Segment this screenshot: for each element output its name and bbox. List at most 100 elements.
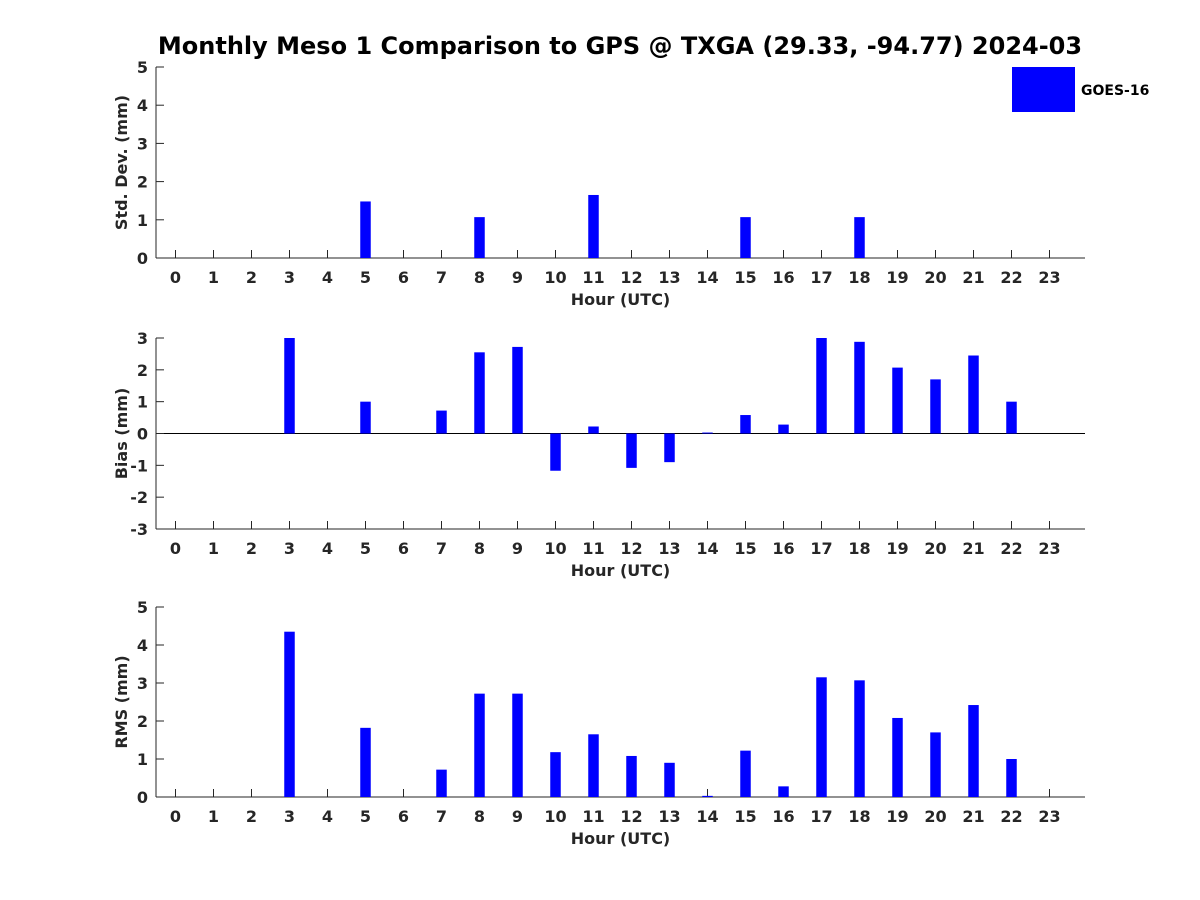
bar-hour-21 xyxy=(968,355,979,434)
bar-hour-9 xyxy=(512,346,523,434)
x-tick-label: 5 xyxy=(360,539,371,558)
y-tick-label: 2 xyxy=(137,173,148,192)
x-tick-label: 9 xyxy=(512,268,523,287)
x-tick-label: 23 xyxy=(1038,539,1060,558)
x-tick-label: 5 xyxy=(360,807,371,826)
x-tick-label: 22 xyxy=(1000,807,1022,826)
bar-hour-20 xyxy=(930,379,941,434)
x-tick-label: 13 xyxy=(658,268,680,287)
bar-hour-5 xyxy=(360,201,371,258)
x-tick-label: 18 xyxy=(848,539,870,558)
x-tick-label: 16 xyxy=(772,807,794,826)
x-tick-label: 12 xyxy=(620,807,642,826)
x-tick-label: 1 xyxy=(208,539,219,558)
bar-hour-11 xyxy=(588,194,599,258)
x-tick-label: 9 xyxy=(512,539,523,558)
x-tick-label: 6 xyxy=(398,268,409,287)
x-axis-label: Hour (UTC) xyxy=(571,290,671,309)
x-tick-label: 15 xyxy=(734,539,756,558)
bar-hour-3 xyxy=(284,338,295,434)
x-tick-label: 21 xyxy=(962,807,984,826)
bar-hour-13 xyxy=(664,433,675,463)
x-tick-label: 22 xyxy=(1000,539,1022,558)
bar-hour-14 xyxy=(702,795,713,797)
y-tick-label: 5 xyxy=(137,598,148,617)
bar-hour-13 xyxy=(664,762,675,797)
x-tick-label: 14 xyxy=(696,807,718,826)
y-tick-label: 4 xyxy=(137,636,148,655)
x-tick-label: 0 xyxy=(170,807,181,826)
y-tick-label: 4 xyxy=(137,96,148,115)
bar-hour-8 xyxy=(474,352,485,434)
bar-hour-15 xyxy=(740,750,751,797)
x-tick-label: 19 xyxy=(886,807,908,826)
bar-hour-7 xyxy=(436,410,447,434)
y-tick-label: 0 xyxy=(137,425,148,444)
y-tick-label: -2 xyxy=(130,488,148,507)
x-tick-label: 12 xyxy=(620,539,642,558)
x-tick-label: 4 xyxy=(322,268,333,287)
x-tick-label: 21 xyxy=(962,268,984,287)
bar-hour-3 xyxy=(284,631,295,797)
x-tick-label: 14 xyxy=(696,539,718,558)
bar-hour-5 xyxy=(360,727,371,797)
y-tick-label: 0 xyxy=(137,788,148,807)
x-tick-label: 23 xyxy=(1038,268,1060,287)
legend: GOES-16 xyxy=(1012,67,1149,112)
x-tick-label: 14 xyxy=(696,268,718,287)
x-tick-label: 7 xyxy=(436,539,447,558)
bar-hour-21 xyxy=(968,705,979,797)
y-axis-label: Std. Dev. (mm) xyxy=(112,95,131,230)
y-tick-label: -1 xyxy=(130,456,148,475)
x-tick-label: 15 xyxy=(734,807,756,826)
x-tick-label: 11 xyxy=(582,539,604,558)
x-tick-label: 8 xyxy=(474,807,485,826)
x-tick-label: 2 xyxy=(246,807,257,826)
bar-hour-14 xyxy=(702,432,713,434)
legend-swatch xyxy=(1012,67,1075,112)
chart-title: Monthly Meso 1 Comparison to GPS @ TXGA … xyxy=(158,32,1082,60)
x-tick-label: 17 xyxy=(810,539,832,558)
bar-hour-10 xyxy=(550,433,561,471)
x-tick-label: 21 xyxy=(962,539,984,558)
x-tick-label: 23 xyxy=(1038,807,1060,826)
x-tick-label: 20 xyxy=(924,807,946,826)
x-tick-label: 3 xyxy=(284,539,295,558)
x-tick-label: 1 xyxy=(208,268,219,287)
bar-hour-18 xyxy=(854,341,865,434)
x-tick-label: 10 xyxy=(544,539,566,558)
y-tick-label: 3 xyxy=(137,329,148,348)
bar-hour-16 xyxy=(778,786,789,797)
x-tick-label: 22 xyxy=(1000,268,1022,287)
x-tick-label: 20 xyxy=(924,268,946,287)
bar-hour-18 xyxy=(854,680,865,797)
x-tick-label: 7 xyxy=(436,807,447,826)
bar-hour-19 xyxy=(892,717,903,797)
x-tick-label: 17 xyxy=(810,268,832,287)
x-tick-label: 3 xyxy=(284,807,295,826)
bar-hour-8 xyxy=(474,217,485,258)
x-tick-label: 19 xyxy=(886,268,908,287)
bar-hour-8 xyxy=(474,693,485,797)
x-tick-label: 7 xyxy=(436,268,447,287)
x-tick-label: 2 xyxy=(246,539,257,558)
y-tick-label: 1 xyxy=(137,750,148,769)
x-tick-label: 16 xyxy=(772,268,794,287)
x-tick-label: 0 xyxy=(170,539,181,558)
x-tick-label: 20 xyxy=(924,539,946,558)
bar-hour-7 xyxy=(436,769,447,797)
x-tick-label: 8 xyxy=(474,268,485,287)
bar-hour-15 xyxy=(740,217,751,258)
x-tick-label: 3 xyxy=(284,268,295,287)
x-tick-label: 5 xyxy=(360,268,371,287)
legend-label: GOES-16 xyxy=(1081,83,1149,99)
bar-hour-12 xyxy=(626,755,637,797)
x-tick-label: 6 xyxy=(398,539,409,558)
y-axis-label: Bias (mm) xyxy=(112,388,131,480)
bar-hour-17 xyxy=(816,677,827,797)
